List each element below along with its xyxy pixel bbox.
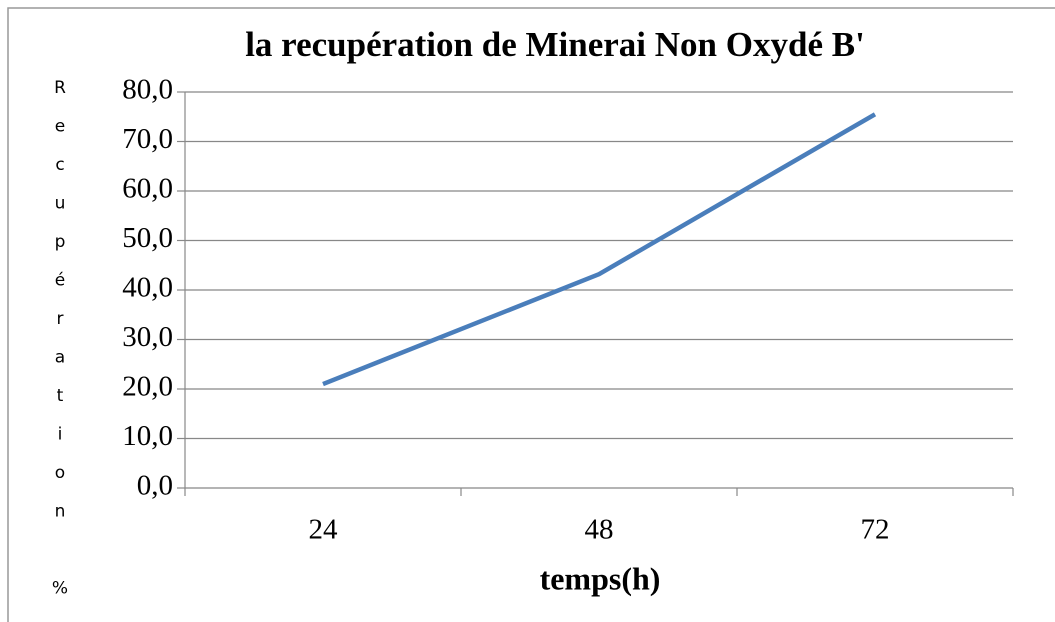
y-tick-label: 60,0	[122, 173, 173, 205]
x-tick-label: 24	[309, 514, 339, 546]
y-tick-label: 10,0	[122, 420, 173, 452]
data-line	[322, 112, 877, 387]
y-axis-label: Recupération %	[50, 78, 70, 617]
y-tick-label: 40,0	[122, 272, 173, 304]
y-tick-label: 50,0	[122, 222, 173, 254]
y-tick-label: 30,0	[122, 321, 173, 353]
y-tick-label: 0,0	[137, 470, 173, 502]
y-tick-label: 20,0	[122, 371, 173, 403]
x-tick-label: 72	[861, 514, 890, 546]
chart-title: la recupération de Minerai Non Oxydé B'	[245, 25, 865, 64]
x-axis-label: temps(h)	[540, 560, 661, 596]
x-tick-label: 48	[585, 514, 614, 546]
chart-border	[7, 7, 1055, 622]
y-tick-label: 70,0	[122, 123, 173, 155]
y-tick-label: 80,0	[122, 74, 173, 106]
